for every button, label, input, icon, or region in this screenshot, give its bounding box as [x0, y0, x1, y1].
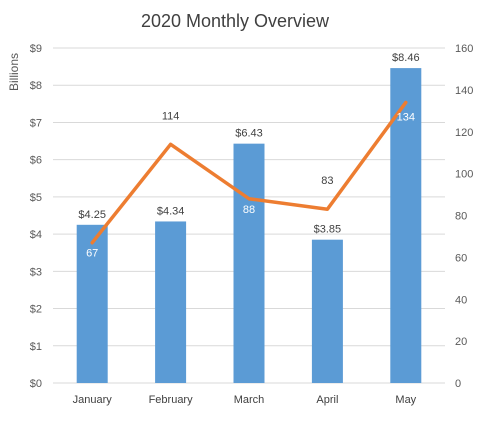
bar — [76, 224, 108, 383]
bar-value-label: $6.43 — [235, 128, 263, 140]
bar-series — [76, 68, 422, 383]
y-left-tick-label: $9 — [30, 43, 42, 55]
y-right-tick-label: 40 — [455, 294, 467, 306]
y-right-tick-label: 140 — [455, 85, 473, 97]
chart-title: 2020 Monthly Overview — [141, 11, 330, 31]
bar — [311, 239, 343, 383]
y-left-axis-ticks: $0 $1 $2 $3 $4 $5 $6 $7 $8 $9 — [30, 43, 42, 390]
line-path — [90, 100, 408, 245]
y-right-tick-label: 100 — [455, 169, 473, 181]
category-label: May — [395, 394, 416, 406]
y-left-tick-label: $2 — [30, 304, 42, 316]
y-right-tick-label: 0 — [455, 378, 461, 390]
line-value-label: 83 — [321, 175, 333, 187]
bar — [390, 68, 422, 383]
x-axis-category-labels: January February March April May — [73, 394, 417, 406]
y-left-tick-label: $6 — [30, 155, 42, 167]
y-left-tick-label: $5 — [30, 192, 42, 204]
y-right-tick-label: 120 — [455, 127, 473, 139]
line-series — [90, 100, 408, 245]
bar-value-label: $8.46 — [392, 52, 420, 64]
bar — [155, 221, 187, 383]
bar-value-label: $4.34 — [157, 205, 185, 217]
y-right-tick-label: 20 — [455, 336, 467, 348]
line-data-labels: 67 114 88 83 134 — [86, 110, 415, 259]
y-right-tick-label: 60 — [455, 252, 467, 264]
bar-value-label: $4.25 — [78, 209, 106, 221]
line-value-label: 67 — [86, 248, 98, 260]
line-value-label: 114 — [162, 110, 180, 122]
y-left-tick-label: $0 — [30, 378, 42, 390]
category-label: February — [149, 394, 194, 406]
y-left-tick-label: $1 — [30, 341, 42, 353]
bar — [233, 143, 265, 383]
line-value-label: 88 — [243, 204, 255, 216]
y-right-axis-ticks: 0 20 40 60 80 100 120 140 160 — [455, 43, 473, 390]
category-label: January — [73, 394, 113, 406]
y-left-tick-label: $8 — [30, 80, 42, 92]
y-right-tick-label: 80 — [455, 211, 467, 223]
bar-value-label: $3.85 — [314, 224, 342, 236]
y-left-tick-label: $7 — [30, 117, 42, 129]
y-left-tick-label: $3 — [30, 266, 42, 278]
y-left-axis-label: Billions — [7, 53, 21, 91]
y-right-tick-label: 160 — [455, 43, 473, 55]
category-label: March — [234, 394, 265, 406]
line-value-label: 134 — [397, 111, 415, 123]
category-label: April — [316, 394, 338, 406]
y-left-tick-label: $4 — [30, 229, 42, 241]
bar-data-labels: $4.25 $4.34 $6.43 $3.85 $8.46 — [78, 52, 419, 236]
